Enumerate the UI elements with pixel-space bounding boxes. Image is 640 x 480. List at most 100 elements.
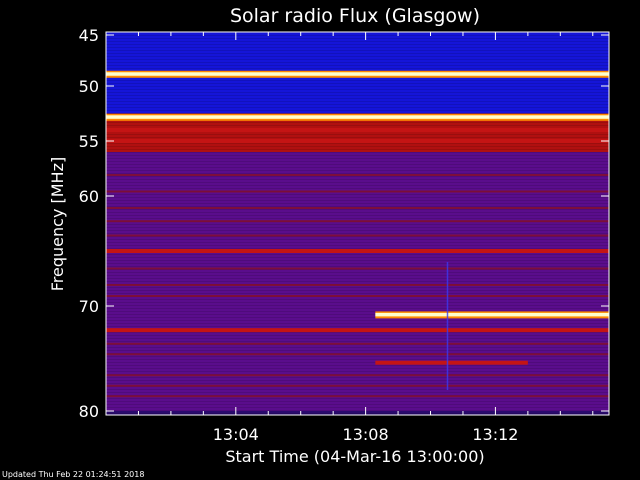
- channel-stripe: [106, 80, 609, 81]
- noise-line: [106, 190, 609, 193]
- plot-frame: [105, 31, 610, 416]
- channel-stripe: [106, 245, 609, 246]
- channel-stripe: [106, 203, 609, 204]
- channel-stripe: [106, 272, 609, 273]
- channel-stripe: [106, 215, 609, 216]
- channel-stripe: [106, 185, 609, 186]
- channel-stripe: [106, 407, 609, 408]
- channel-stripe: [106, 155, 609, 156]
- channel-stripe: [106, 62, 609, 63]
- channel-stripe: [106, 179, 609, 180]
- channel-stripe: [106, 239, 609, 240]
- noise-line: [106, 395, 609, 398]
- noise-line: [106, 174, 609, 176]
- x-axis-label: Start Time (04-Mar-16 13:00:00): [225, 447, 484, 466]
- interference-spike: [446, 262, 449, 390]
- channel-stripe: [106, 95, 609, 96]
- y-tick-label: 55: [79, 132, 99, 151]
- channel-stripe: [106, 242, 609, 243]
- channel-stripe: [106, 347, 609, 348]
- channel-stripe: [106, 392, 609, 393]
- channel-stripe: [106, 89, 609, 90]
- channel-stripe: [106, 320, 609, 321]
- channel-stripe: [106, 371, 609, 372]
- channel-stripe: [106, 98, 609, 99]
- channel-stripe: [106, 86, 609, 87]
- channel-stripe: [106, 275, 609, 276]
- emission-line: [106, 128, 609, 132]
- channel-stripe: [106, 341, 609, 342]
- noise-line: [106, 234, 609, 237]
- channel-stripe: [106, 197, 609, 198]
- channel-stripe: [106, 182, 609, 183]
- channel-stripe: [106, 41, 609, 42]
- channel-stripe: [106, 134, 609, 135]
- channel-stripe: [106, 59, 609, 60]
- channel-stripe: [106, 38, 609, 39]
- channel-stripe: [106, 104, 609, 105]
- x-tick-label: 13:08: [343, 425, 389, 444]
- noise-line: [106, 220, 609, 223]
- channel-stripe: [106, 188, 609, 189]
- channel-stripe: [106, 335, 609, 336]
- channel-stripe: [106, 167, 609, 168]
- channel-stripe: [106, 293, 609, 294]
- channel-stripe: [106, 326, 609, 327]
- y-tick-label: 50: [79, 77, 99, 96]
- channel-stripe: [106, 404, 609, 405]
- y-tick-label: 70: [79, 297, 99, 316]
- channel-stripe: [106, 137, 609, 138]
- channel-stripe: [106, 359, 609, 360]
- x-tick-label: 13:12: [472, 425, 518, 444]
- noise-line: [106, 384, 609, 387]
- channel-stripe: [106, 110, 609, 111]
- noise-line: [106, 284, 609, 286]
- spectrogram-plot-area: [106, 32, 609, 415]
- channel-stripe: [106, 410, 609, 411]
- channel-stripe: [106, 149, 609, 150]
- emission-line: [375, 360, 528, 365]
- channel-stripe: [106, 350, 609, 351]
- channel-stripe: [106, 194, 609, 195]
- noise-line: [106, 295, 609, 297]
- channel-stripe: [106, 266, 609, 267]
- y-tick-label: 45: [79, 26, 99, 45]
- channel-stripe: [106, 317, 609, 318]
- channel-stripe: [106, 125, 609, 126]
- channel-stripe: [106, 413, 609, 414]
- channel-stripe: [106, 398, 609, 399]
- channel-stripe: [106, 332, 609, 333]
- channel-stripe: [106, 122, 609, 123]
- channel-stripe: [106, 158, 609, 159]
- channel-stripe: [106, 263, 609, 264]
- channel-stripe: [106, 200, 609, 201]
- channel-stripe: [106, 311, 609, 312]
- noise-line: [106, 267, 609, 270]
- emission-line: [106, 328, 609, 333]
- noise-line: [106, 374, 609, 377]
- channel-stripe: [106, 47, 609, 48]
- channel-stripe: [106, 206, 609, 207]
- channel-stripe: [106, 302, 609, 303]
- channel-stripe: [106, 257, 609, 258]
- channel-stripe: [106, 383, 609, 384]
- emission-line: [375, 312, 609, 317]
- channel-stripe: [106, 323, 609, 324]
- y-tick-label: 80: [79, 402, 99, 421]
- channel-stripe: [106, 161, 609, 162]
- channel-stripe: [106, 224, 609, 225]
- channel-stripe: [106, 50, 609, 51]
- channel-stripe: [106, 101, 609, 102]
- y-axis-ticks: 45 50 55 60 70 80: [79, 26, 609, 421]
- channel-stripe: [106, 281, 609, 282]
- channel-stripe: [106, 173, 609, 174]
- channel-stripe: [106, 287, 609, 288]
- channel-stripe: [106, 260, 609, 261]
- channel-stripe: [106, 299, 609, 300]
- channel-stripe: [106, 218, 609, 219]
- channel-stripe: [106, 254, 609, 255]
- channel-stripe: [106, 248, 609, 249]
- x-axis-ticks: 13:04 13:08 13:12: [137, 32, 594, 444]
- channel-stripe: [106, 278, 609, 279]
- footer-updated-text: Updated Thu Feb 22 01:24:51 2018: [2, 470, 145, 479]
